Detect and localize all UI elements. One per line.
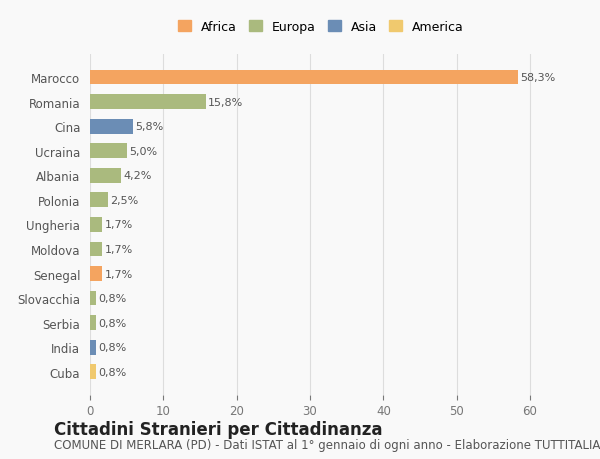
- Bar: [90, 364, 96, 379]
- Bar: [90, 119, 133, 134]
- Text: COMUNE DI MERLARA (PD) - Dati ISTAT al 1° gennaio di ogni anno - Elaborazione TU: COMUNE DI MERLARA (PD) - Dati ISTAT al 1…: [54, 438, 600, 451]
- Bar: [90, 71, 518, 85]
- Text: 0,8%: 0,8%: [98, 367, 127, 377]
- Text: 2,5%: 2,5%: [110, 196, 139, 205]
- Bar: [90, 168, 121, 183]
- Bar: [90, 291, 96, 306]
- Text: 15,8%: 15,8%: [208, 97, 244, 107]
- Bar: [90, 218, 103, 232]
- Text: 1,7%: 1,7%: [104, 269, 133, 279]
- Bar: [90, 95, 206, 110]
- Text: 1,7%: 1,7%: [104, 220, 133, 230]
- Text: Cittadini Stranieri per Cittadinanza: Cittadini Stranieri per Cittadinanza: [54, 420, 383, 438]
- Text: 5,0%: 5,0%: [129, 146, 157, 157]
- Text: 5,8%: 5,8%: [135, 122, 163, 132]
- Bar: [90, 242, 103, 257]
- Bar: [90, 340, 96, 355]
- Text: 1,7%: 1,7%: [104, 245, 133, 254]
- Text: 0,8%: 0,8%: [98, 293, 127, 303]
- Text: 0,8%: 0,8%: [98, 318, 127, 328]
- Text: 4,2%: 4,2%: [123, 171, 151, 181]
- Bar: [90, 267, 103, 281]
- Bar: [90, 316, 96, 330]
- Bar: [90, 144, 127, 159]
- Text: 0,8%: 0,8%: [98, 342, 127, 353]
- Bar: [90, 193, 109, 208]
- Text: 58,3%: 58,3%: [520, 73, 555, 83]
- Legend: Africa, Europa, Asia, America: Africa, Europa, Asia, America: [175, 17, 467, 38]
